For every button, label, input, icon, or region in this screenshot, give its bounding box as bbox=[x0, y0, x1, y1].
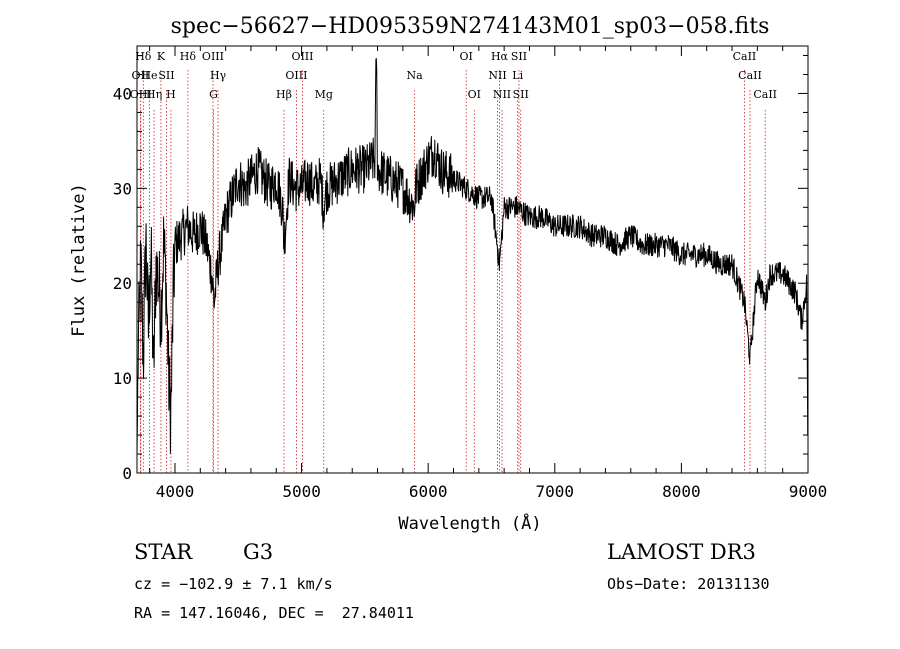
x-tick-label: 8000 bbox=[662, 482, 701, 501]
y-tick-label: 20 bbox=[113, 274, 132, 293]
line-marker-label: SII bbox=[158, 69, 174, 82]
line-marker-label: NII bbox=[493, 88, 511, 101]
line-marker-label: OI bbox=[468, 88, 481, 101]
line-marker-label: OIII bbox=[285, 69, 307, 82]
x-tick-label: 6000 bbox=[409, 482, 448, 501]
line-marker-label: OIII bbox=[202, 50, 224, 63]
x-tick-label: 4000 bbox=[156, 482, 195, 501]
plot-frame bbox=[136, 45, 809, 474]
y-tick-label: 10 bbox=[113, 369, 132, 388]
x-axis-label: Wavelength (Å) bbox=[398, 512, 541, 534]
line-marker-label: Na bbox=[407, 69, 424, 82]
chart-title: spec−56627−HD095359N274143M01_sp03−058.f… bbox=[171, 14, 770, 39]
line-marker-label: H bbox=[166, 88, 176, 101]
line-marker-label: SII bbox=[511, 50, 527, 63]
line-marker-label: Hη bbox=[146, 88, 162, 101]
line-marker-label: OIII bbox=[130, 88, 152, 101]
line-marker-label: CaII bbox=[738, 69, 762, 82]
line-marker-label: Mg bbox=[315, 88, 333, 101]
x-tick-label: 7000 bbox=[536, 482, 575, 501]
line-marker-label: Hδ bbox=[180, 50, 197, 63]
object-class: STAR bbox=[134, 540, 193, 564]
y-tick-label: 30 bbox=[113, 179, 132, 198]
coordinates: RA = 147.16046, DEC = 27.84011 bbox=[134, 604, 414, 622]
spectrum-line bbox=[136, 57, 809, 455]
line-marker-label: CaII bbox=[733, 50, 757, 63]
line-marker-label: Hγ bbox=[210, 69, 227, 82]
line-marker-labels: Hδ OII OIII He Hη K SII H Hδ OIII Hγ G Hβ OIII OIII Mg N… bbox=[130, 50, 777, 101]
line-marker-label: OIII bbox=[291, 50, 313, 63]
line-marker-label: K bbox=[157, 50, 166, 63]
line-marker-label: Hα bbox=[491, 50, 509, 63]
line-marker-label: G bbox=[209, 88, 218, 101]
y-axis-label: Flux (relative) bbox=[69, 183, 89, 337]
line-marker-label: OII bbox=[132, 69, 150, 82]
line-marker-label: SII bbox=[513, 88, 529, 101]
axes: 4000 5000 6000 7000 8000 9000 0 10 20 30 40 bbox=[113, 46, 828, 501]
y-tick-label: 0 bbox=[122, 464, 132, 483]
line-marker-label: Hδ bbox=[135, 50, 152, 63]
y-tick-label: 40 bbox=[113, 84, 132, 103]
line-marker-label: OI bbox=[459, 50, 472, 63]
line-marker-label: Hβ bbox=[276, 88, 292, 101]
redshift-cz: cz = −102.9 ± 7.1 km/s bbox=[134, 575, 333, 593]
line-marker-label: NII bbox=[488, 69, 506, 82]
survey-label: LAMOST DR3 bbox=[607, 540, 756, 564]
x-tick-label: 9000 bbox=[789, 482, 828, 501]
object-subclass: G3 bbox=[243, 540, 274, 564]
line-marker-label: CaII bbox=[753, 88, 777, 101]
line-markers bbox=[140, 70, 766, 473]
obs-date: Obs−Date: 20131130 bbox=[607, 575, 770, 593]
x-tick-label: 5000 bbox=[282, 482, 321, 501]
line-marker-label: He bbox=[141, 69, 157, 82]
line-marker-label: Li bbox=[512, 69, 523, 82]
